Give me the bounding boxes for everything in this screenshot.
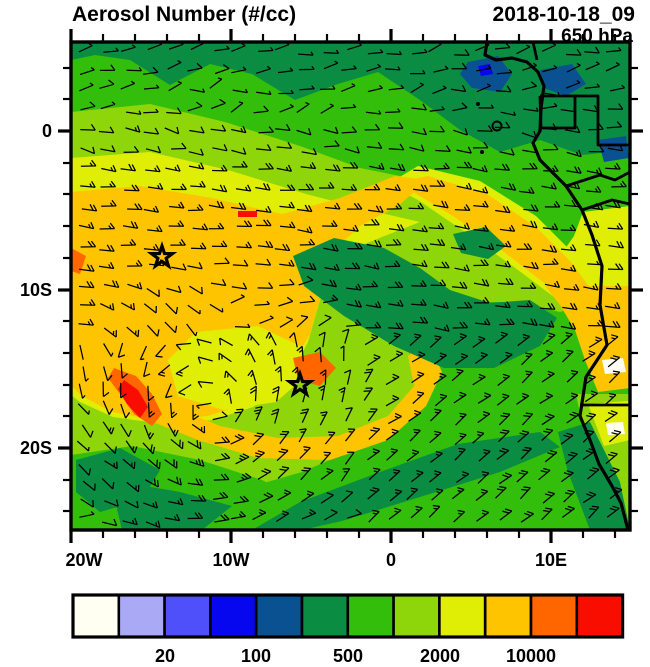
axis-tick-label: 0 [386, 550, 396, 570]
country-border [531, 42, 539, 61]
chart-datetime: 2018-10-18_09 [492, 3, 635, 26]
colorbar-cell [575, 593, 624, 639]
contour-region-seagreen [558, 422, 630, 530]
axis-tick-label: 10S [20, 280, 52, 300]
colorbar-label: 500 [333, 646, 363, 666]
star-marker [146, 240, 178, 270]
axis-tick-label: 10E [535, 550, 567, 570]
country-border [581, 198, 630, 212]
axis-tick-label: 20S [20, 438, 52, 458]
colorbar-label: 100 [241, 646, 271, 666]
country-border [538, 94, 577, 130]
island-outline [491, 120, 503, 132]
island-dot [480, 150, 484, 154]
colorbar-cell [71, 593, 121, 639]
plot-border [69, 40, 632, 532]
colorbar-label: 10000 [506, 646, 556, 666]
contour-region-seagreen [453, 227, 506, 259]
axis-tick-label: 10W [212, 550, 249, 570]
contour-region-steelblue [540, 64, 586, 96]
colorbar-cell [117, 593, 166, 639]
contour-region-white [606, 422, 625, 435]
colorbar-cell [392, 593, 441, 639]
colorbar-cell [438, 593, 487, 639]
colorbar-cell [163, 593, 212, 639]
colorbar-cell [300, 593, 350, 639]
contour-region-gold [71, 176, 428, 421]
contour-region-orange [71, 248, 86, 274]
colorbar-cell [254, 593, 304, 639]
contour-region-seagreen [252, 432, 560, 530]
contour-region-red [238, 211, 257, 217]
colorbar-cell [209, 593, 258, 639]
chart-title: Aerosol Number (#/cc) [72, 3, 297, 26]
country-border [575, 94, 630, 147]
axes: 20W 10W 0 10E 0 10S 20S [20, 29, 643, 570]
contour-region-red [118, 380, 148, 418]
colorbar-frame [71, 593, 625, 639]
map-fill-layers [71, 42, 630, 530]
colorbar-label: 20 [155, 646, 175, 666]
axis-tick-label: 0 [42, 121, 52, 141]
country-border [565, 170, 630, 188]
chart-pressure-level: 650 hPa [561, 26, 633, 47]
colorbar-cell [483, 593, 533, 639]
island-dot [476, 102, 480, 106]
contour-region-white [602, 358, 626, 374]
star-marker [284, 368, 316, 398]
colorbar: 20 100 500 2000 10000 [71, 593, 625, 666]
contour-region-gold [148, 342, 442, 460]
axis-tick-label: 20W [65, 550, 102, 570]
colorbar-cell [529, 593, 579, 639]
colorbar-label: 2000 [420, 646, 460, 666]
colorbar-cell [346, 593, 395, 639]
contour-region-yellow [168, 326, 306, 410]
